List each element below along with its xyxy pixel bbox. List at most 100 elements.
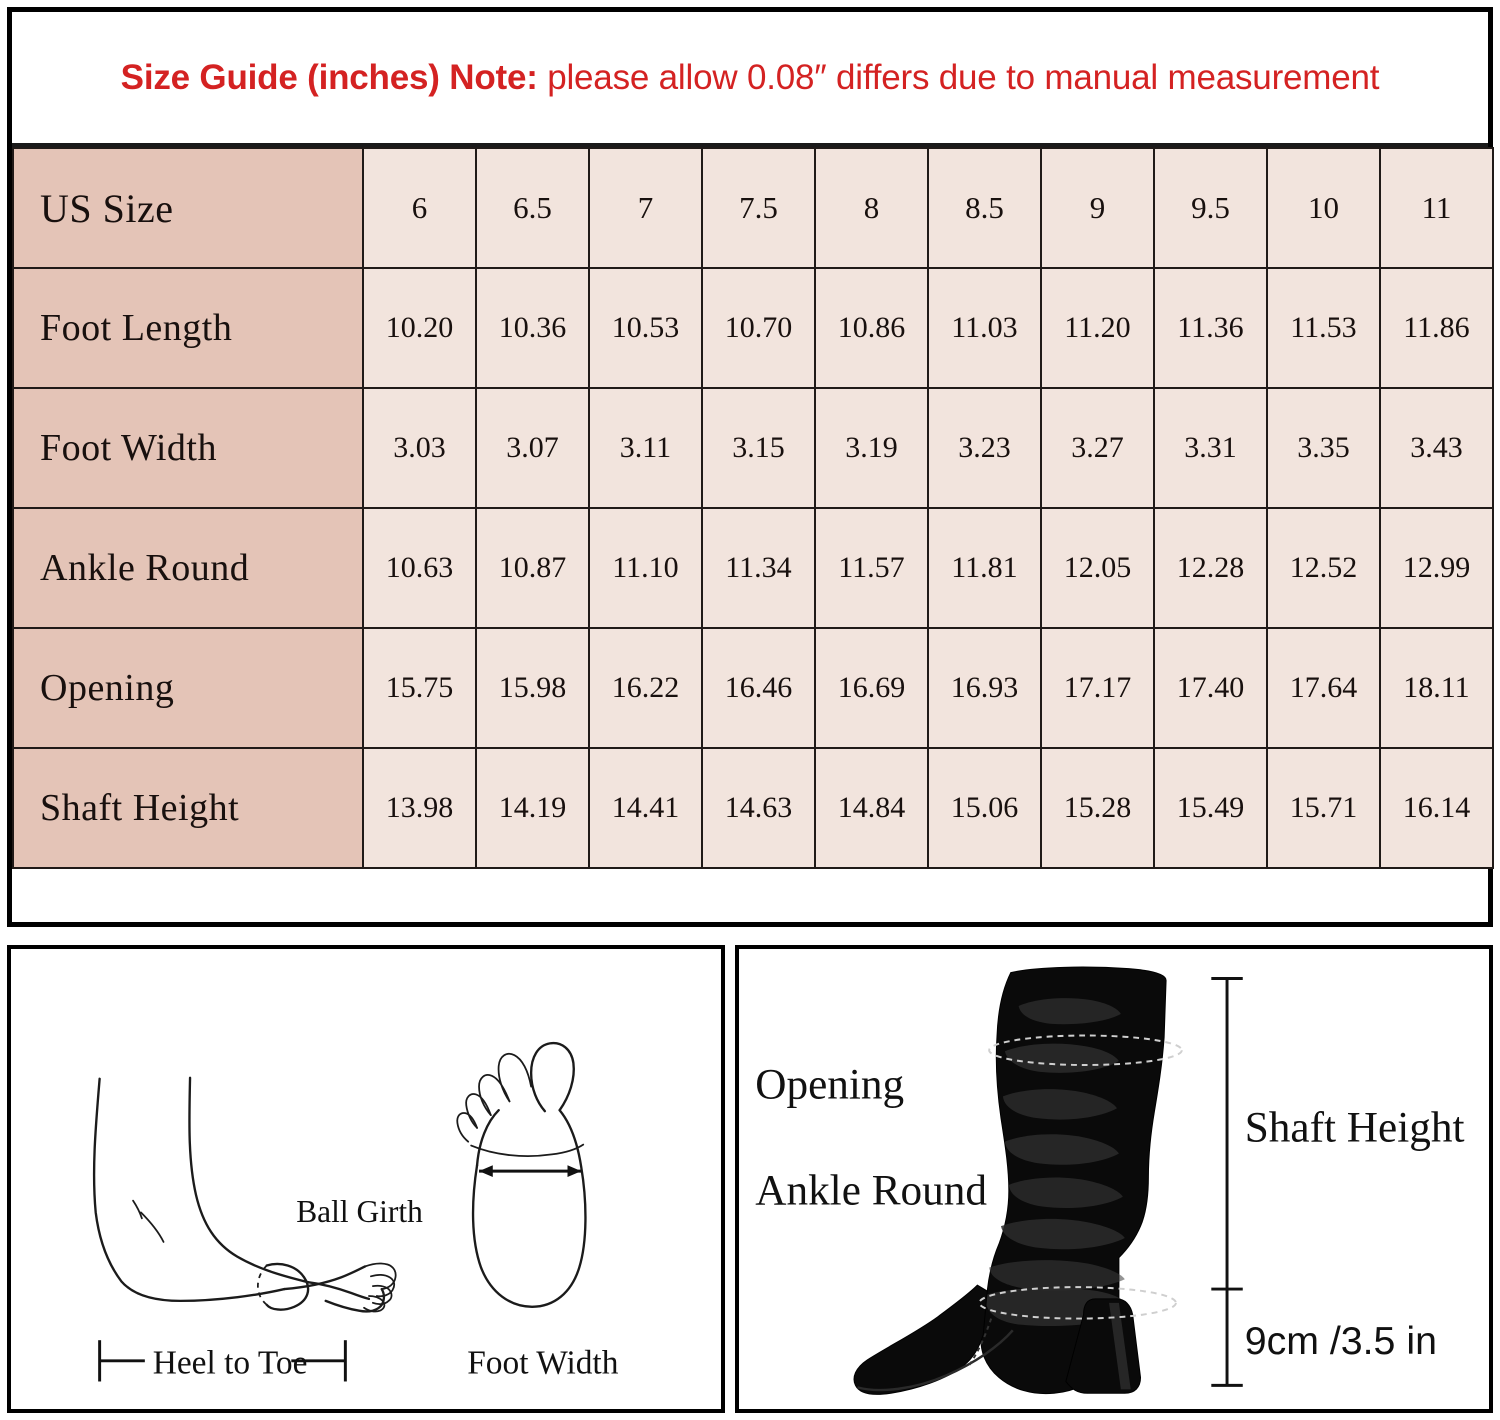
cell-ankle-round-7: 12.28 [1153,507,1268,629]
cell-shaft-height-4: 14.84 [814,747,929,869]
cell-foot-length-4: 10.86 [814,267,929,389]
cell-foot-length-1: 10.36 [475,267,590,389]
foot-side-profile-icon [92,1076,397,1313]
cell-shaft-height-0: 13.98 [362,747,477,869]
cell-shaft-height-3: 14.63 [701,747,816,869]
foot-measurement-panel: Ball Girth Heel to Toe [7,945,725,1413]
ball-girth-label: Ball Girth [296,1194,423,1229]
cell-us-size-9: 11 [1379,147,1494,269]
cell-foot-length-6: 11.20 [1040,267,1155,389]
size-guide-block: Size Guide (inches) Note: please allow 0… [7,7,1494,927]
cell-shaft-height-5: 15.06 [927,747,1042,869]
cell-foot-width-0: 3.03 [362,387,477,509]
row-label-ankle-round: Ankle Round [12,507,364,629]
cell-ankle-round-4: 11.57 [814,507,929,629]
shaft-height-dimension [1211,977,1243,1291]
size-guide-note: Size Guide (inches) Note: please allow 0… [121,58,1380,98]
row-label-foot-length: Foot Length [12,267,364,389]
row-label-us-size: US Size [12,147,364,269]
cell-foot-width-7: 3.31 [1153,387,1268,509]
size-chart-body: US Size 6 6.5 7 7.5 8 8.5 9 9.5 10 11 Fo… [12,147,1494,869]
cell-ankle-round-8: 12.52 [1266,507,1381,629]
cell-opening-0: 15.75 [362,627,477,749]
cell-us-size-2: 7 [588,147,703,269]
cell-foot-width-3: 3.15 [701,387,816,509]
cell-us-size-8: 10 [1266,147,1381,269]
diagram-panels: Ball Girth Heel to Toe [7,945,1493,1413]
cell-opening-7: 17.40 [1153,627,1268,749]
row-label-shaft-height: Shaft Height [12,747,364,869]
ankle-round-measurement-ellipse [978,1286,1177,1320]
table-row-shaft-height: Shaft Height 13.98 14.19 14.41 14.63 14.… [12,747,1494,869]
cell-shaft-height-2: 14.41 [588,747,703,869]
table-row-us-size: US Size 6 6.5 7 7.5 8 8.5 9 9.5 10 11 [12,147,1494,269]
cell-shaft-height-7: 15.49 [1153,747,1268,869]
size-chart-table: US Size 6 6.5 7 7.5 8 8.5 9 9.5 10 11 Fo… [12,147,1494,869]
cell-opening-2: 16.22 [588,627,703,749]
table-row-opening: Opening 15.75 15.98 16.22 16.46 16.69 16… [12,627,1494,749]
cell-foot-width-6: 3.27 [1040,387,1155,509]
cell-us-size-7: 9.5 [1153,147,1268,269]
cell-foot-length-5: 11.03 [927,267,1042,389]
foot-width-arrow [479,1165,582,1178]
cell-us-size-4: 8 [814,147,929,269]
row-label-foot-width: Foot Width [12,387,364,509]
cell-shaft-height-8: 15.71 [1266,747,1381,869]
cell-opening-8: 17.64 [1266,627,1381,749]
shaft-height-label: Shaft Height [1245,1104,1465,1152]
cell-foot-width-2: 3.11 [588,387,703,509]
heel-to-toe-dimension [98,1340,347,1382]
cell-foot-width-1: 3.07 [475,387,590,509]
table-row-ankle-round: Ankle Round 10.63 10.87 11.10 11.34 11.5… [12,507,1494,629]
heel-height-label: 9cm /3.5 in [1245,1319,1437,1363]
cell-foot-length-3: 10.70 [701,267,816,389]
row-label-opening: Opening [12,627,364,749]
cell-ankle-round-3: 11.34 [701,507,816,629]
cell-foot-width-5: 3.23 [927,387,1042,509]
cell-ankle-round-5: 11.81 [927,507,1042,629]
cell-foot-width-4: 3.19 [814,387,929,509]
cell-foot-length-0: 10.20 [362,267,477,389]
cell-ankle-round-0: 10.63 [362,507,477,629]
size-guide-note-banner: Size Guide (inches) Note: please allow 0… [12,12,1488,147]
slouchy-knee-boot-icon [853,966,1167,1395]
heel-height-dimension [1211,1289,1243,1387]
cell-ankle-round-2: 11.10 [588,507,703,629]
cell-shaft-height-6: 15.28 [1040,747,1155,869]
heel-to-toe-label: Heel to Toe [153,1345,308,1382]
table-row-foot-width: Foot Width 3.03 3.07 3.11 3.15 3.19 3.23… [12,387,1494,509]
foot-diagram: Ball Girth Heel to Toe [92,1041,619,1382]
cell-ankle-round-1: 10.87 [475,507,590,629]
cell-opening-5: 16.93 [927,627,1042,749]
cell-ankle-round-9: 12.99 [1379,507,1494,629]
cell-opening-3: 16.46 [701,627,816,749]
cell-us-size-3: 7.5 [701,147,816,269]
boot-measurement-panel: Opening Ankle Round Shaft Height 9cm /3.… [735,945,1493,1413]
cell-foot-length-9: 11.86 [1379,267,1494,389]
size-guide-note-title: Size Guide (inches) Note: [120,57,538,97]
cell-us-size-6: 9 [1040,147,1155,269]
opening-label: Opening [755,1060,904,1108]
foot-sole-top-view-icon [456,1041,587,1308]
cell-shaft-height-1: 14.19 [475,747,590,869]
cell-foot-length-2: 10.53 [588,267,703,389]
ankle-round-label: Ankle Round [755,1167,987,1215]
cell-ankle-round-6: 12.05 [1040,507,1155,629]
cell-opening-4: 16.69 [814,627,929,749]
cell-foot-length-7: 11.36 [1153,267,1268,389]
cell-foot-length-8: 11.53 [1266,267,1381,389]
cell-shaft-height-9: 16.14 [1379,747,1494,869]
cell-foot-width-9: 3.43 [1379,387,1494,509]
cell-opening-6: 17.17 [1040,627,1155,749]
cell-foot-width-8: 3.35 [1266,387,1381,509]
boot-diagram: Opening Ankle Round Shaft Height 9cm /3.… [755,966,1465,1395]
foot-width-label: Foot Width [467,1345,618,1382]
cell-us-size-5: 8.5 [927,147,1042,269]
table-row-foot-length: Foot Length 10.20 10.36 10.53 10.70 10.8… [12,267,1494,389]
cell-opening-9: 18.11 [1379,627,1494,749]
cell-us-size-1: 6.5 [475,147,590,269]
size-guide-note-body: please allow 0.08″ differs due to manual… [537,57,1380,97]
cell-opening-1: 15.98 [475,627,590,749]
cell-us-size-0: 6 [362,147,477,269]
